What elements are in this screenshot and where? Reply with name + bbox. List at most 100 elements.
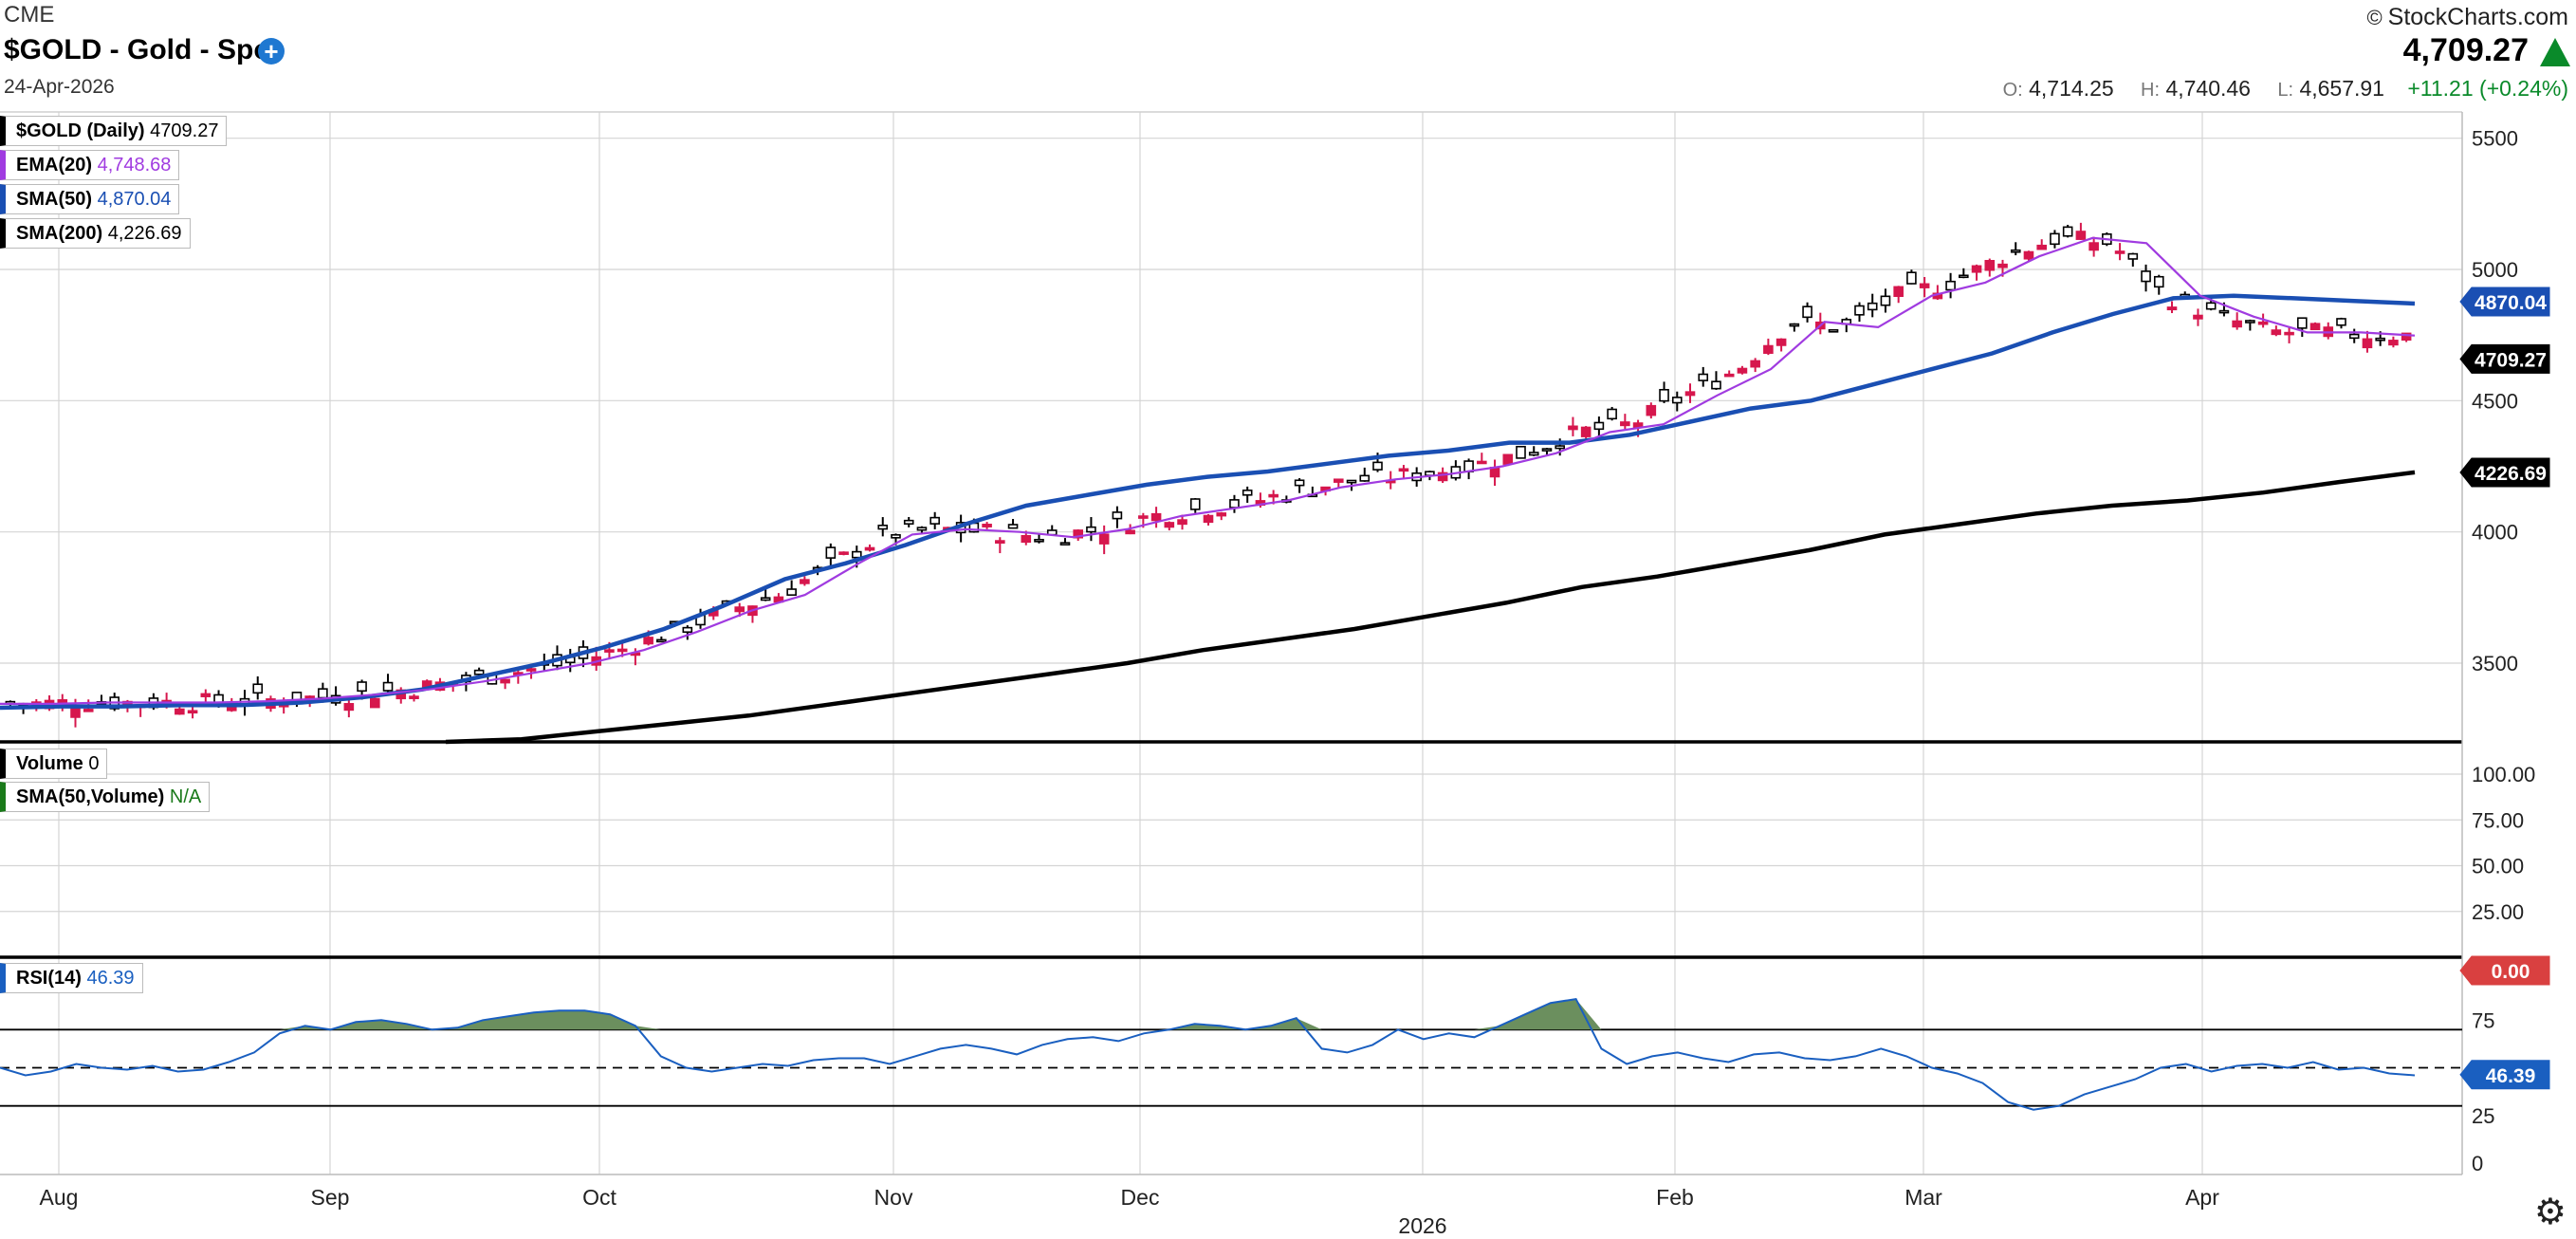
- candle-body: [1671, 397, 1683, 404]
- candle-body: [1737, 367, 1748, 374]
- candle-body: [409, 695, 419, 699]
- tag-sma200: 4226.69: [2459, 457, 2550, 488]
- candle-body: [825, 546, 837, 559]
- tag-last: 4709.27: [2459, 343, 2550, 374]
- x-tick-label: Mar: [1904, 1185, 1942, 1210]
- candle-body: [1034, 539, 1044, 543]
- y-tick-label: 75.00: [2472, 808, 2524, 832]
- candle-body: [175, 708, 185, 715]
- candle-body: [2245, 320, 2255, 324]
- candle-body: [1763, 344, 1774, 354]
- low-value: 4,657.91: [2299, 76, 2384, 101]
- candle-body: [1138, 515, 1149, 519]
- candle-body: [995, 540, 1005, 545]
- candle-body: [2348, 333, 2360, 340]
- candle-body: [1698, 373, 1709, 381]
- candle-body: [1294, 479, 1305, 487]
- candle-body: [903, 519, 914, 525]
- candle-body: [1059, 542, 1071, 546]
- up-arrow-icon: [2540, 38, 2570, 66]
- x-tick-label: Sep: [311, 1185, 350, 1210]
- candle-body: [1568, 425, 1578, 431]
- candle-body: [682, 626, 693, 634]
- candle-body: [891, 534, 901, 539]
- tag-sma50: 4870.04: [2459, 287, 2550, 317]
- candle-body: [2114, 250, 2125, 254]
- legend-sma50[interactable]: SMA(50) 4,870.04: [0, 184, 180, 214]
- y-tick-label: 100.00: [2472, 763, 2535, 786]
- candle-body: [2166, 306, 2178, 311]
- candle-body: [1580, 426, 1592, 437]
- candle-body: [200, 693, 212, 697]
- candle-body: [1229, 499, 1240, 509]
- candle-body: [318, 688, 328, 699]
- candle-body: [2375, 337, 2385, 342]
- candle-body: [1541, 448, 1553, 452]
- candle-body: [2296, 317, 2308, 329]
- candle-body: [2205, 302, 2217, 310]
- candle-body: [1867, 302, 1878, 311]
- legend-volume-sma[interactable]: SMA(50,Volume) N/A: [0, 782, 211, 812]
- candle-body: [1711, 380, 1721, 390]
- legend-price[interactable]: $GOLD (Daily) 4709.27: [0, 116, 228, 146]
- candle-body: [1802, 305, 1812, 319]
- candle-body: [1776, 338, 1787, 346]
- y-tick-label: 50.00: [2472, 855, 2524, 878]
- copyright-icon: ©: [2366, 6, 2383, 29]
- legend-sma200[interactable]: SMA(200) 4,226.69: [0, 218, 191, 249]
- candle-body: [1971, 265, 1982, 273]
- candle-body: [1750, 360, 1760, 368]
- legend-ema20[interactable]: EMA(20) 4,748.68: [0, 150, 180, 180]
- candle-body: [2309, 323, 2321, 331]
- candle-body: [1242, 490, 1253, 496]
- candle-body: [1359, 474, 1371, 482]
- candle-body: [643, 637, 653, 645]
- price-tags: 4870.04 4709.27 4226.69 0.00 46.39: [2459, 287, 2550, 1090]
- candle-body: [1502, 453, 1514, 465]
- candle-body: [786, 588, 797, 596]
- candle-body: [2075, 231, 2087, 240]
- candle-body: [604, 649, 615, 653]
- candle-body: [1398, 468, 1409, 472]
- x-tick-label: Nov: [874, 1185, 913, 1210]
- tag-volume-text: 0.00: [2492, 961, 2530, 983]
- candle-body: [2257, 321, 2269, 325]
- high-label: H:: [2141, 80, 2161, 101]
- y-tick-label: 4000: [2472, 521, 2518, 545]
- candle-body: [2127, 252, 2139, 260]
- add-plus-icon[interactable]: +: [258, 38, 285, 65]
- y-tick-label: 25.00: [2472, 900, 2524, 924]
- legend-rsi[interactable]: RSI(14) 46.39: [0, 963, 143, 993]
- candle-body: [304, 695, 315, 699]
- candle-body: [2284, 331, 2294, 336]
- candle-body: [1828, 328, 1839, 333]
- candle-body: [1177, 519, 1187, 526]
- candle-body: [473, 669, 485, 675]
- candle-body: [877, 525, 889, 530]
- candle-body: [187, 710, 198, 714]
- exchange-label: CME: [4, 2, 55, 28]
- candle-body: [929, 516, 940, 525]
- brand-logo[interactable]: © StockCharts.com: [2366, 4, 2568, 31]
- candle-body: [1659, 388, 1669, 402]
- gear-icon[interactable]: ⚙: [2533, 1193, 2567, 1232]
- y-tick-label: 0: [2472, 1152, 2483, 1175]
- candle-body: [1372, 461, 1383, 471]
- low-label: L:: [2277, 80, 2294, 101]
- candle-body: [2088, 242, 2099, 251]
- candle-body: [1555, 445, 1566, 450]
- legend-volume[interactable]: Volume 0: [0, 749, 108, 779]
- y-tick-label: 4500: [2472, 389, 2518, 413]
- candle-body: [1268, 493, 1279, 498]
- candle-body: [1164, 522, 1175, 528]
- candle-body: [1945, 280, 1956, 291]
- candle-body: [1984, 260, 1996, 271]
- candle-body: [2050, 232, 2060, 246]
- candle-body: [1880, 295, 1891, 306]
- ohlc-readout: O: 4,714.25 H: 4,740.46 L: 4,657.91 +11.…: [1982, 76, 2568, 102]
- overlay-lines: [0, 236, 2416, 745]
- candle-body: [864, 546, 875, 551]
- open-value: 4,714.25: [2029, 76, 2114, 101]
- candle-body: [1516, 445, 1526, 459]
